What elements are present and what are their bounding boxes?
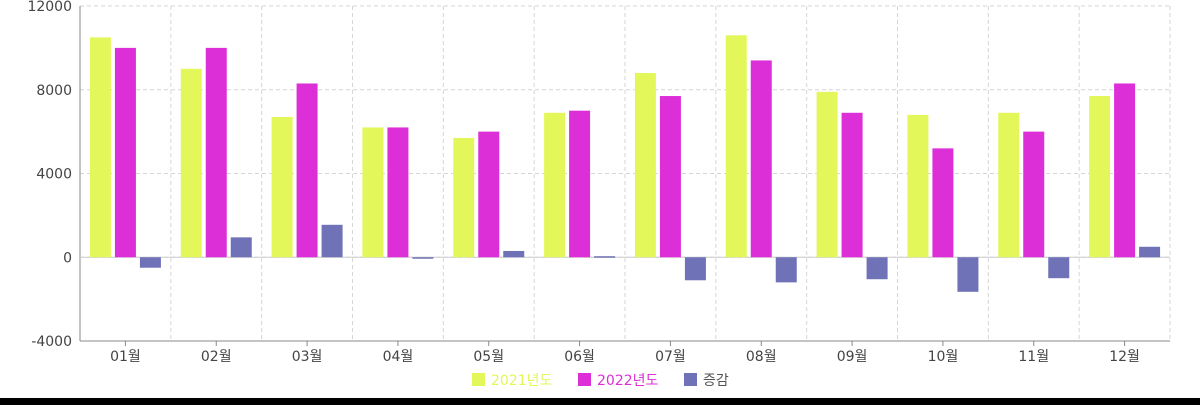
bar [362,127,384,258]
y-tick-label: -4000 [31,334,72,350]
bar [866,257,888,280]
bar [659,96,681,258]
bar [296,83,318,258]
bar [453,137,475,258]
x-tick-label: 01월 [110,349,141,365]
bar [1114,83,1136,258]
bar [1048,257,1070,279]
bar [907,114,929,258]
legend-label: 2022년도 [597,373,659,389]
x-tick-label: 09월 [837,349,868,365]
y-tick-label: 4000 [36,167,72,183]
x-tick-label: 06월 [564,349,595,365]
y-tick-label: 12000 [27,0,72,15]
bar [932,148,954,258]
bar [684,257,706,281]
bar [478,131,500,258]
x-tick-label: 10월 [928,349,959,365]
legend-swatch [684,373,697,386]
bar [816,91,838,258]
bar [503,250,525,258]
bar [957,257,979,292]
x-tick-label: 04월 [383,349,414,365]
bar [998,112,1020,258]
bar [412,257,434,259]
bar [544,112,566,258]
x-tick-label: 12월 [1109,349,1140,365]
bar [1023,131,1045,258]
bar [89,37,111,258]
bar [180,68,202,258]
bar [841,112,863,258]
tick-labels: 12000 8000 4000 0 -4000 01월 02월 03월 04월 05월 06월 07월… [27,0,1139,365]
legend-swatch [472,373,485,386]
bar [725,35,747,258]
bar [271,116,293,258]
y-tick-label: 8000 [36,83,72,99]
x-tick-label: 02월 [201,349,232,365]
y-tick-label: 0 [63,250,72,266]
bars [89,35,1161,292]
bar [569,110,591,258]
bar [321,224,343,258]
bar [634,73,656,258]
legend: 2021년도 2022년도 증감 [472,373,729,389]
bar [205,47,227,258]
legend-label: 2021년도 [491,373,553,389]
axes [79,6,1170,346]
x-tick-label: 03월 [292,349,323,365]
bar [750,60,772,258]
bar [1089,96,1111,258]
legend-label: 증감 [703,373,729,389]
bar [230,237,252,258]
bar [594,256,616,258]
bar [1139,246,1161,258]
bar [139,257,161,268]
x-tick-label: 11월 [1018,349,1049,365]
x-tick-label: 07월 [655,349,686,365]
x-tick-label: 08월 [746,349,777,365]
x-tick-label: 05월 [473,349,504,365]
legend-swatch [578,373,591,386]
bar [387,127,409,258]
bar [114,47,136,258]
bar [775,257,797,283]
